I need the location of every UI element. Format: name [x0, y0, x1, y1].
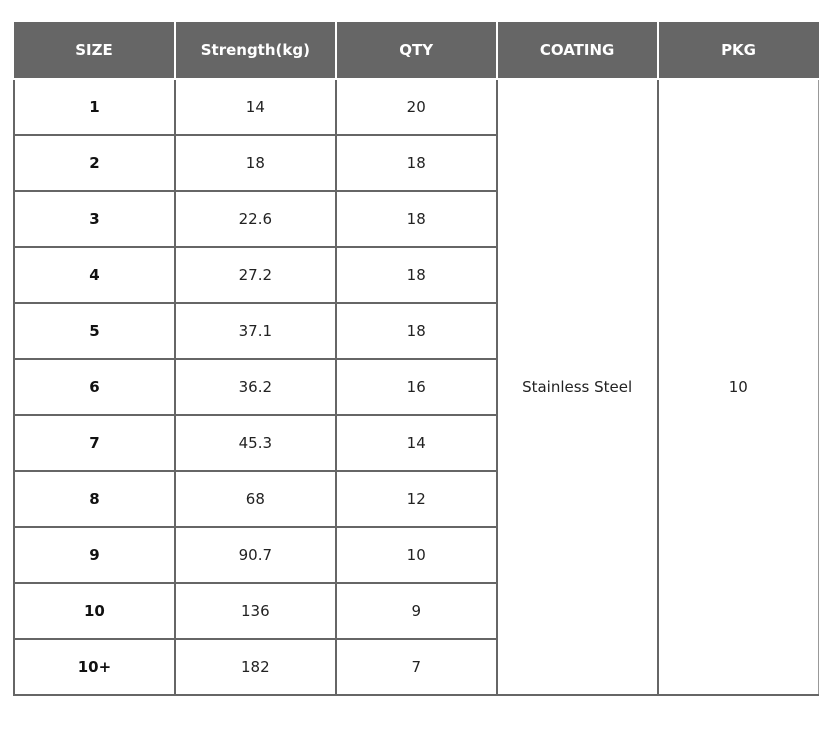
cell-size: 7 — [13, 414, 176, 472]
cell-size: 6 — [13, 358, 176, 416]
cell-strength: 68 — [173, 470, 337, 528]
cell-strength: 90.7 — [173, 526, 337, 584]
cell-size: 8 — [13, 470, 176, 528]
cell-qty: 16 — [334, 358, 498, 416]
spec-table: SIZE Strength(kg) QTY COATING PKG 1 14 20 S… — [13, 22, 819, 696]
cell-size: 1 — [13, 79, 176, 136]
cell-qty: 18 — [334, 134, 498, 192]
table-row: 3 22.6 18 — [13, 190, 819, 248]
table-row: 9 90.7 10 — [13, 526, 819, 584]
cell-size: 9 — [13, 526, 176, 584]
cell-qty: 7 — [334, 638, 498, 696]
cell-strength: 45.3 — [173, 414, 337, 472]
header-pkg: PKG — [657, 22, 819, 80]
cell-strength: 182 — [173, 638, 337, 696]
cell-strength: 36.2 — [173, 358, 337, 416]
cell-size: 10+ — [13, 638, 176, 696]
table-row: 10 136 9 — [13, 582, 819, 640]
cell-qty: 14 — [334, 414, 498, 472]
cell-size: 5 — [13, 302, 176, 360]
header-row: SIZE Strength(kg) QTY COATING PKG — [14, 22, 819, 80]
cell-qty: 18 — [334, 190, 498, 248]
table-row: 2 18 18 — [13, 134, 819, 192]
table-row: 6 36.2 16 — [13, 358, 819, 416]
header-qty: QTY — [335, 22, 498, 80]
cell-qty: 12 — [334, 470, 498, 528]
cell-strength: 22.6 — [173, 190, 337, 248]
table-row: 10+ 182 7 — [13, 638, 819, 696]
cell-qty: 9 — [334, 582, 498, 640]
table-row: 4 27.2 18 — [13, 246, 819, 304]
table-row: 8 68 12 — [13, 470, 819, 528]
cell-coating: Stainless Steel — [495, 79, 659, 696]
cell-size: 2 — [13, 134, 176, 192]
cell-size: 10 — [13, 582, 176, 640]
cell-strength: 14 — [173, 79, 337, 136]
cell-qty: 18 — [334, 246, 498, 304]
cell-strength: 136 — [173, 582, 337, 640]
cell-size: 4 — [13, 246, 176, 304]
header-strength: Strength(kg) — [174, 22, 337, 80]
table-row: 7 45.3 14 — [13, 414, 819, 472]
header-size: SIZE — [14, 22, 176, 80]
cell-strength: 27.2 — [173, 246, 337, 304]
cell-strength: 18 — [173, 134, 337, 192]
cell-pkg: 10 — [656, 79, 819, 696]
table-row: 5 37.1 18 — [13, 302, 819, 360]
header-coating: COATING — [496, 22, 659, 80]
cell-strength: 37.1 — [173, 302, 337, 360]
cell-size: 3 — [13, 190, 176, 248]
cell-qty: 20 — [334, 79, 498, 136]
cell-qty: 18 — [334, 302, 498, 360]
table-row: 1 14 20 Stainless Steel 10 — [13, 79, 819, 696]
cell-qty: 10 — [334, 526, 498, 584]
